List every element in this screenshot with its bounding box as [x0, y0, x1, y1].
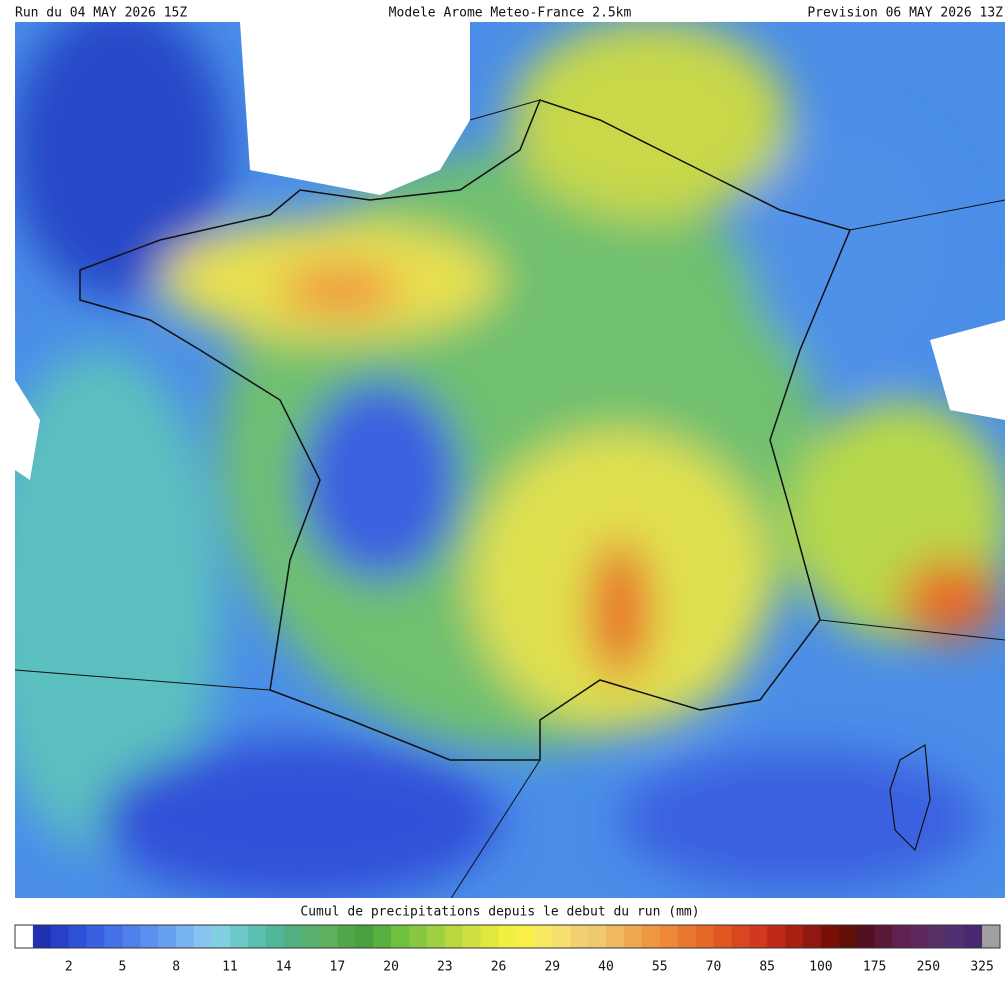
- color-swatch: [15, 925, 34, 948]
- color-swatch: [946, 925, 965, 948]
- color-swatch: [337, 925, 356, 948]
- color-swatch: [498, 925, 517, 948]
- color-swatch: [176, 925, 195, 948]
- colorbar-tick-label: 14: [276, 960, 292, 975]
- color-swatch: [229, 925, 249, 948]
- color-swatch: [570, 925, 589, 948]
- colorbar-tick-label: 23: [437, 960, 453, 975]
- color-swatch: [32, 925, 52, 948]
- color-swatch: [659, 925, 678, 948]
- colorbar-tick-label: 8: [172, 960, 180, 975]
- color-swatch: [641, 925, 661, 948]
- colorbar-tick-label: 55: [652, 960, 668, 975]
- color-swatch: [677, 925, 696, 948]
- color-swatch: [713, 925, 732, 948]
- color-swatch: [516, 925, 535, 948]
- color-swatch: [301, 925, 320, 948]
- color-swatch: [623, 925, 643, 948]
- colorbar-tick-label: 70: [706, 960, 722, 975]
- color-swatch: [749, 925, 768, 948]
- color-swatch: [767, 925, 786, 948]
- colorbar-tick-label: 20: [383, 960, 399, 975]
- color-swatch: [283, 925, 302, 948]
- legend-title: Cumul de precipitations depuis le debut …: [300, 905, 699, 920]
- color-swatch: [444, 925, 464, 948]
- color-swatch: [588, 925, 607, 948]
- color-swatch: [122, 925, 141, 948]
- color-swatch: [86, 925, 105, 948]
- color-swatch: [785, 925, 804, 948]
- color-swatch: [856, 925, 875, 948]
- color-swatch: [212, 925, 231, 948]
- colorbar-tick-label: 85: [759, 960, 775, 975]
- color-swatch: [462, 925, 481, 948]
- color-swatch: [892, 925, 911, 948]
- colorbar-tick-label: 250: [917, 960, 940, 975]
- color-swatch: [50, 925, 70, 948]
- color-swatch: [194, 925, 213, 948]
- colorbar-tick-label: 325: [970, 960, 993, 975]
- color-swatch: [140, 925, 159, 948]
- run-label: Run du 04 MAY 2026 15Z: [15, 6, 187, 21]
- color-swatch: [928, 925, 947, 948]
- color-swatch: [355, 925, 374, 948]
- color-swatch: [964, 925, 983, 948]
- color-swatch: [820, 925, 840, 948]
- color-swatch: [695, 925, 714, 948]
- color-swatch: [803, 925, 822, 948]
- map: [15, 22, 1005, 898]
- colorbar-tick-label: 100: [809, 960, 832, 975]
- model-label: Modele Arome Meteo-France 2.5km: [389, 6, 632, 21]
- color-swatch: [552, 925, 571, 948]
- color-swatch: [158, 925, 177, 948]
- color-swatch: [409, 925, 428, 948]
- colorbar-tick-label: 11: [222, 960, 238, 975]
- colorbar: 2 5 8 11 14 17 20 23 26 29 40 55 70 85 100 175 250 325: [14, 924, 1001, 975]
- color-swatch: [534, 925, 553, 948]
- color-swatch: [373, 925, 392, 948]
- colorbar-tick-label: 29: [544, 960, 560, 975]
- color-swatch: [838, 925, 858, 948]
- colorbar-tick-label: 175: [863, 960, 886, 975]
- color-swatch: [910, 925, 929, 948]
- colorbar-tick-label: 2: [65, 960, 73, 975]
- color-swatch: [426, 925, 446, 948]
- colorbar-tick-label: 17: [330, 960, 346, 975]
- color-swatch: [319, 925, 338, 948]
- colorbar-tick-label: 26: [491, 960, 507, 975]
- color-swatch: [874, 925, 893, 948]
- color-swatch: [68, 925, 87, 948]
- colorbar-frame: [14, 924, 1001, 949]
- colorbar-tick-label: 5: [119, 960, 127, 975]
- color-swatch: [606, 925, 625, 948]
- color-swatch: [265, 925, 284, 948]
- forecast-label: Prevision 06 MAY 2026 13Z: [807, 6, 1003, 21]
- color-swatch: [104, 925, 123, 948]
- color-swatch: [982, 925, 1001, 948]
- color-swatch: [731, 925, 750, 948]
- color-swatch: [391, 925, 410, 948]
- colorbar-tick-label: 40: [598, 960, 614, 975]
- color-swatch: [247, 925, 267, 948]
- color-swatch: [480, 925, 499, 948]
